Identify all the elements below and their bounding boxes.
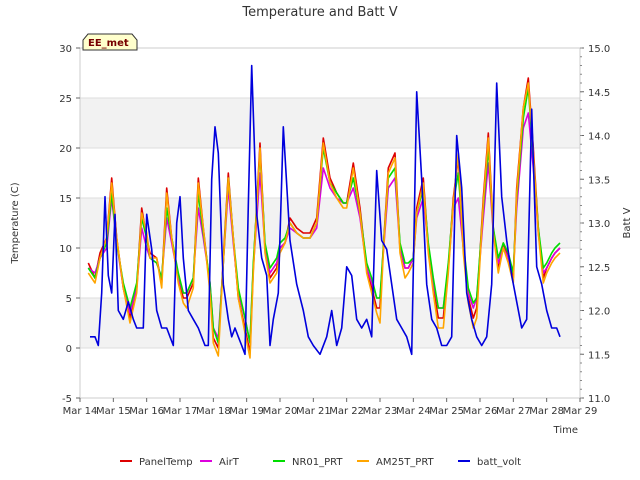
x-tick-label-10: Mar 24: [396, 406, 431, 417]
x-tick-label-13: Mar 27: [496, 406, 531, 417]
x-tick-label-7: Mar 21: [296, 406, 331, 417]
x-axis-label: Time: [553, 425, 578, 436]
x-tick-label-12: Mar 26: [463, 406, 498, 417]
x-tick-label-0: Mar 14: [63, 406, 98, 417]
y-left-tick-label-0: -5: [62, 394, 72, 405]
legend: PanelTemp AirT NR01_PRT AM25T_PRT batt_volt: [120, 457, 521, 468]
y-right-tick-label-0: 11.0: [588, 394, 610, 405]
y-left-tick-label-4: 15: [59, 194, 72, 205]
station-label-text: EE_met: [88, 38, 129, 49]
station-label-box: EE_met: [82, 33, 138, 51]
legend-label-PanelTemp: PanelTemp: [139, 457, 193, 468]
y-left-tick-label-1: 0: [66, 344, 72, 355]
x-tick-label-6: Mar 20: [263, 406, 298, 417]
y-right-tick-label-6: 14.0: [588, 132, 610, 143]
y-right-tick-label-2: 12.0: [588, 307, 610, 318]
y-right-tick-label-3: 12.5: [588, 263, 610, 274]
y-axis-right-ticks: 11.0 11.5 12.0 12.5 13.0 13.5 14.0 14.5 15.0: [580, 44, 610, 405]
x-tick-label-2: Mar 16: [129, 406, 164, 417]
y-right-tick-label-4: 13.0: [588, 219, 610, 230]
x-tick-label-3: Mar 17: [163, 406, 198, 417]
y-left-tick-label-5: 20: [59, 144, 72, 155]
x-tick-label-14: Mar 28: [529, 406, 564, 417]
series-line-AM25T_PRT: [87, 82, 561, 359]
band-5: [80, 98, 580, 148]
legend-label-NR01_PRT: NR01_PRT: [292, 457, 343, 468]
legend-label-batt_volt: batt_volt: [477, 457, 521, 468]
chart-title: Temperature and Batt V: [241, 5, 397, 20]
y-axis-right-label: Batt V: [622, 207, 633, 238]
x-tick-label-11: Mar 25: [429, 406, 464, 417]
x-tick-label-4: Mar 18: [196, 406, 231, 417]
station-label-shape: [82, 33, 138, 51]
y-right-tick-label-1: 11.5: [588, 350, 610, 361]
y-right-tick-label-7: 14.5: [588, 88, 610, 99]
y-left-tick-label-7: 30: [59, 44, 72, 55]
x-tick-label-5: Mar 19: [229, 406, 264, 417]
x-tick-label-9: Mar 23: [363, 406, 398, 417]
y-left-tick-label-2: 5: [66, 294, 72, 305]
series-line-batt_volt: [90, 64, 561, 356]
y-axis-left-ticks: -5 0 5 10 15 20 25 30: [59, 44, 80, 405]
x-tick-label-8: Mar 22: [329, 406, 364, 417]
series-layer: [87, 64, 561, 359]
x-tick-label-1: Mar 15: [96, 406, 131, 417]
y-right-tick-label-5: 13.5: [588, 175, 610, 186]
y-left-tick-label-3: 10: [59, 244, 72, 255]
legend-label-AM25T_PRT: AM25T_PRT: [376, 457, 435, 468]
y-right-tick-label-8: 15.0: [588, 44, 610, 55]
y-left-tick-label-6: 25: [59, 94, 72, 105]
legend-label-AirT: AirT: [219, 457, 240, 468]
background-bands: [80, 98, 580, 348]
y-axis-left-label: Temperature (C): [10, 182, 21, 264]
x-tick-label-15: Mar 29: [563, 406, 598, 417]
